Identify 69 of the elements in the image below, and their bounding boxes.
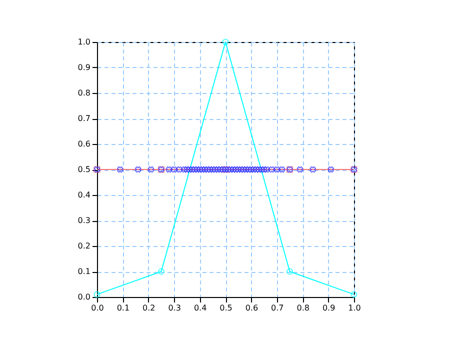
- point: [242, 166, 250, 173]
- point: [204, 166, 211, 173]
- point: [227, 166, 234, 173]
- point: [268, 166, 275, 173]
- point: [134, 166, 142, 173]
- point: [274, 166, 280, 173]
- point: [202, 166, 208, 173]
- point: [191, 166, 198, 173]
- x-tick-label: 0.3: [168, 304, 181, 312]
- point: [181, 166, 188, 173]
- point: [256, 166, 262, 173]
- point: [248, 166, 254, 173]
- y-tick-label: 0.7: [78, 114, 90, 123]
- y-tick-label: 0.1: [78, 267, 90, 276]
- point: [235, 166, 242, 173]
- point: [206, 166, 214, 173]
- point: [184, 166, 190, 173]
- y-tick-label: 0.3: [78, 216, 90, 225]
- x-tick-label: 0.0: [91, 304, 104, 312]
- point: [214, 166, 221, 173]
- point: [116, 166, 124, 173]
- point: [158, 268, 164, 275]
- y-tick-label: 0.4: [78, 190, 90, 200]
- point: [209, 166, 216, 173]
- point: [194, 166, 200, 173]
- point: [250, 166, 257, 173]
- point: [240, 166, 247, 173]
- point: [170, 166, 178, 173]
- point: [148, 166, 154, 173]
- x-tick-label: 1.0: [348, 304, 361, 312]
- x-tick-label: 0.6: [245, 304, 258, 312]
- y-tick-label: 0.2: [78, 242, 90, 250]
- y-tick-label: 0.0: [78, 292, 90, 302]
- point: [230, 166, 236, 173]
- point: [238, 166, 244, 173]
- y-tick-label: 0.8: [78, 88, 90, 98]
- point: [245, 166, 252, 173]
- point: [263, 166, 270, 173]
- point: [196, 166, 204, 173]
- y-tick-label: 0.9: [78, 63, 90, 72]
- point: [188, 166, 196, 173]
- point: [260, 166, 268, 173]
- x-tick-label: 0.8: [296, 304, 310, 312]
- point: [310, 166, 316, 173]
- x-tick-label: 0.1: [116, 304, 130, 312]
- x-tick-label: 0.2: [142, 304, 156, 312]
- point: [296, 166, 304, 173]
- point: [258, 166, 265, 173]
- point: [222, 38, 229, 46]
- point: [232, 166, 239, 173]
- point: [212, 166, 218, 173]
- point: [328, 166, 334, 173]
- point: [224, 166, 232, 173]
- x-tick-label: 0.7: [271, 304, 284, 312]
- x-tick-label: 0.5: [220, 304, 232, 312]
- point: [186, 166, 193, 173]
- point: [253, 166, 260, 173]
- point: [286, 268, 293, 275]
- y-tick-label: 0.5: [78, 165, 90, 174]
- x-tick-label: 0.9: [322, 304, 336, 312]
- point: [199, 166, 206, 173]
- x-tick-label: 0.4: [194, 304, 207, 312]
- y-tick-label: 1.0: [78, 38, 90, 46]
- y-tick-label: 0.6: [78, 140, 90, 148]
- point: [217, 166, 224, 173]
- point: [166, 166, 172, 173]
- point: [176, 166, 182, 173]
- point: [278, 166, 286, 173]
- point: [220, 166, 226, 173]
